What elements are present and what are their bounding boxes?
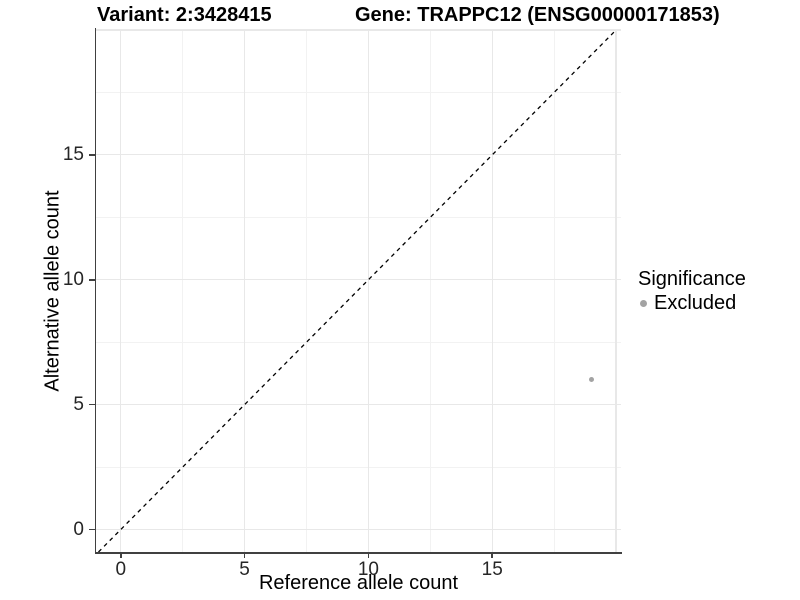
x-tick-label: 0	[115, 559, 127, 580]
legend: Significance Excluded	[638, 268, 746, 315]
x-axis-title: Reference allele count	[258, 572, 458, 594]
x-gridline-major	[243, 30, 246, 552]
x-gridline-minor	[429, 30, 431, 552]
y-gridline-major	[96, 528, 621, 531]
x-gridline-minor	[553, 30, 555, 552]
plot-title-variant: Variant: 2:3428415	[97, 4, 272, 26]
y-tick	[89, 403, 95, 406]
y-gridline-minor	[96, 91, 621, 93]
x-gridline-minor	[305, 30, 307, 552]
y-gridline-minor	[96, 216, 621, 218]
x-tick-label: 10	[357, 559, 379, 580]
x-axis-line	[94, 552, 622, 554]
x-tick	[367, 552, 370, 558]
x-tick	[120, 552, 122, 558]
plot-panel	[96, 29, 621, 553]
y-tick-label: 10	[62, 269, 84, 291]
legend-key-dot-icon	[640, 300, 647, 307]
x-tick-label: 15	[481, 559, 503, 580]
legend-title: Significance	[638, 268, 746, 290]
y-axis-line	[94, 28, 97, 554]
x-gridline-major	[615, 30, 617, 552]
plot-title-gene: Gene: TRAPPC12 (ENSG00000171853)	[355, 4, 720, 26]
y-tick	[89, 279, 95, 281]
y-tick	[89, 154, 95, 156]
x-tick	[243, 552, 246, 558]
x-gridline-major	[120, 30, 122, 552]
legend-item-excluded: Excluded	[638, 292, 746, 315]
x-gridline-minor	[182, 30, 184, 552]
y-gridline-major	[96, 29, 621, 31]
y-gridline-major	[96, 404, 621, 406]
identity-line	[98, 29, 617, 553]
y-gridline-major	[96, 279, 621, 281]
data-point	[588, 377, 594, 383]
legend-item-label: Excluded	[654, 292, 737, 314]
x-tick-label: 5	[239, 559, 250, 580]
y-tick-label: 0	[73, 519, 84, 541]
y-gridline-major	[96, 154, 621, 156]
y-tick-label: 5	[73, 394, 84, 416]
y-gridline-minor	[96, 466, 621, 468]
y-tick	[89, 528, 95, 531]
y-tick-label: 15	[62, 144, 84, 166]
x-gridline-major	[367, 30, 369, 552]
x-tick	[491, 552, 493, 558]
y-gridline-minor	[96, 341, 621, 343]
x-gridline-major	[491, 30, 493, 552]
